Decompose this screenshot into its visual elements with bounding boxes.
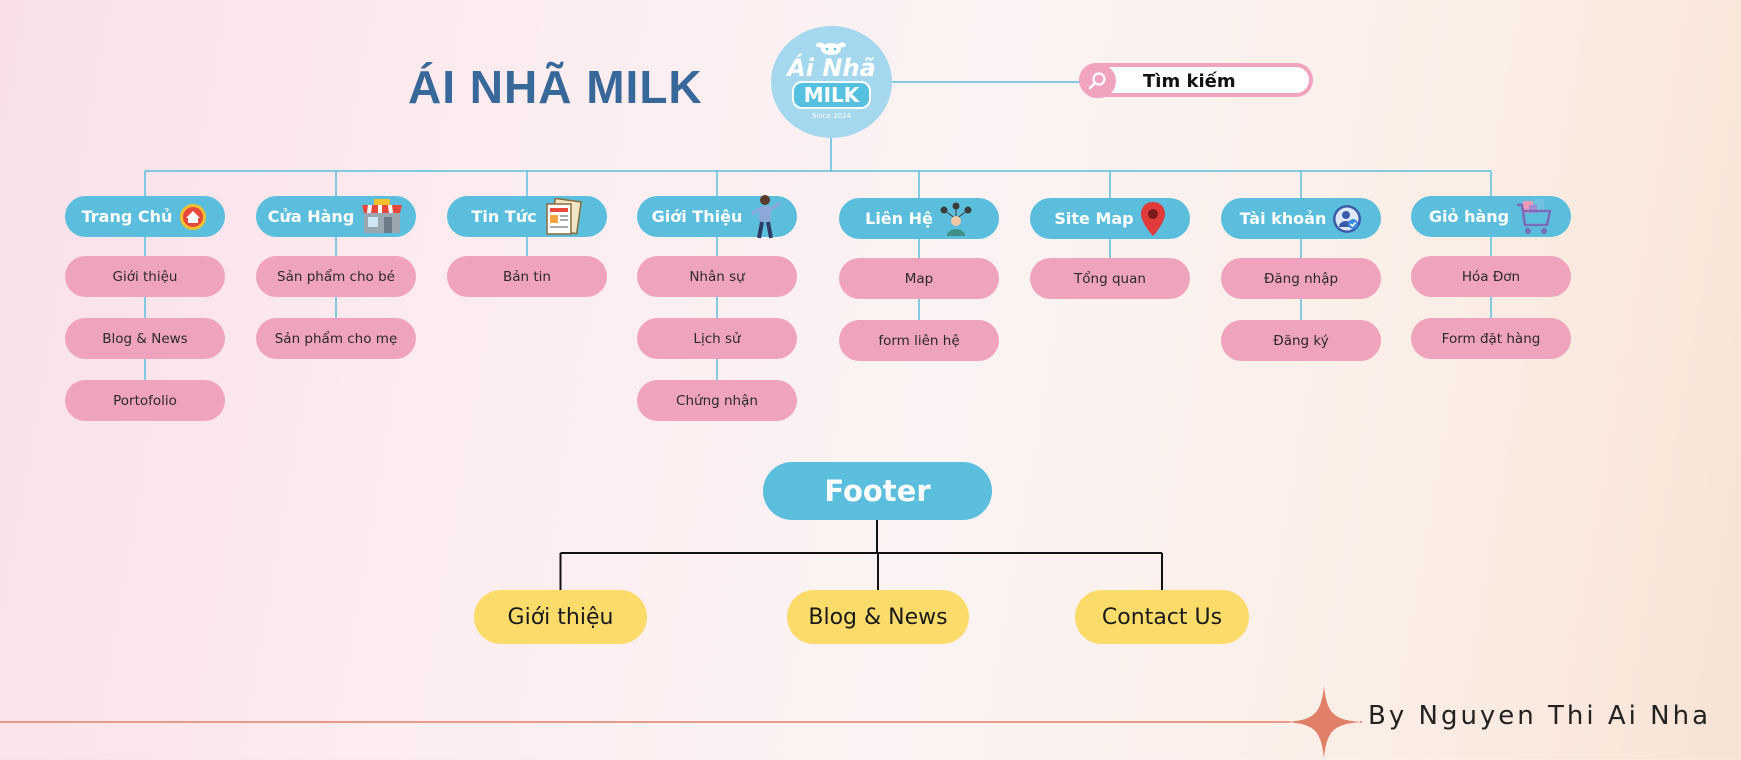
submenu-node[interactable]: Đăng ký [1221,320,1381,361]
submenu-node[interactable]: Portofolio [65,380,225,421]
brand-title: ÁI NHÃ MILK [408,61,703,113]
shop-icon [360,198,404,235]
menu-node-4[interactable]: Giới Thiệu [637,194,797,240]
menu-node-3[interactable]: Tin Tức [447,196,607,237]
menu-node-label: Tin Tức [471,207,537,226]
menu-node-label: Trang Chủ [81,207,173,226]
cow-icon [816,42,846,55]
footer-node[interactable]: Footer [763,462,992,520]
map-pin-icon [1140,201,1166,237]
search-box[interactable]: Tìm kiếm [1079,63,1313,98]
search-icon[interactable] [1080,64,1116,98]
submenu-node[interactable]: Sản phẩm cho mẹ [256,318,416,359]
menu-node-label: Cửa Hàng [267,207,355,226]
cart-icon [1515,197,1553,237]
logo-text-3: Since 2024 [811,111,852,120]
menu-node-5[interactable]: Liên Hệ [839,198,999,239]
submenu-node[interactable]: Blog & News [65,318,225,359]
menu-node-label: Giới Thiệu [651,207,743,226]
menu-node-label: Liên Hệ [865,209,933,228]
logo-text-1: Ái Nhã [787,53,876,82]
menu-node-8[interactable]: Giỏ hàng [1411,196,1571,237]
menu-node-6[interactable]: Site Map [1030,198,1190,239]
home-icon [178,202,208,232]
submenu-node[interactable]: Form đặt hàng [1411,318,1571,359]
network-person-icon [939,202,973,236]
menu-node-7[interactable]: Tài khoản [1221,198,1381,239]
menu-node-2[interactable]: Cửa Hàng [256,196,416,237]
submenu-node[interactable]: Đăng nhập [1221,258,1381,299]
submenu-node[interactable]: Hóa Đơn [1411,256,1571,297]
search-label: Tìm kiếm [1143,71,1236,92]
author-credit: By Nguyen Thi Ai Nha [1368,701,1712,731]
star-icon [1286,686,1362,758]
logo-text-2: MILK [791,80,872,109]
logo: Ái Nhã MILK Since 2024 [771,26,892,138]
submenu-node[interactable]: Tổng quan [1030,258,1190,299]
submenu-node[interactable]: Lịch sử [637,318,797,359]
footer-link-node[interactable]: Giới thiệu [474,590,647,644]
footer-link-node[interactable]: Contact Us [1075,590,1249,644]
newspaper-icon [543,197,583,236]
menu-node-label: Giỏ hàng [1428,207,1510,226]
submenu-node[interactable]: Nhân sự [637,256,797,297]
menu-node-1[interactable]: Trang Chủ [65,196,225,237]
submenu-node[interactable]: Map [839,258,999,299]
submenu-node[interactable]: Chứng nhận [637,380,797,421]
footer-link-node[interactable]: Blog & News [787,590,969,644]
submenu-node[interactable]: Giới thiệu [65,256,225,297]
menu-node-label: Site Map [1054,209,1134,228]
submenu-node[interactable]: Sản phẩm cho bé [256,256,416,297]
submenu-node[interactable]: form liên hệ [839,320,999,361]
presenter-icon [748,194,782,240]
user-check-icon [1332,204,1362,234]
submenu-node[interactable]: Bản tin [447,256,607,297]
menu-node-label: Tài khoản [1239,209,1327,228]
